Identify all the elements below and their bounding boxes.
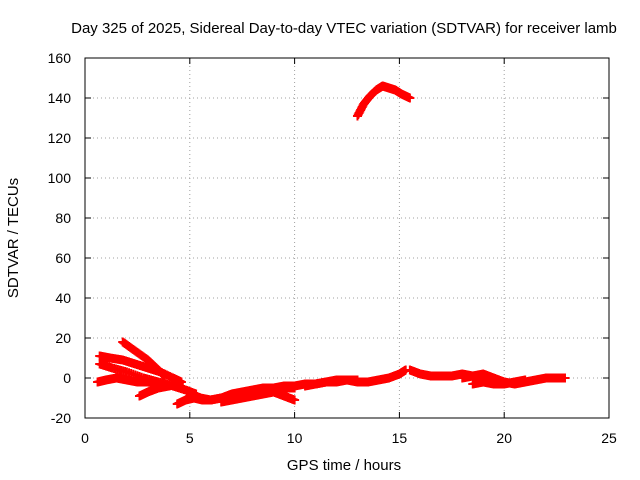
y-tick-label: 100 — [48, 170, 72, 186]
x-tick-label: 10 — [287, 430, 303, 446]
y-tick-label: 120 — [48, 130, 72, 146]
chart-title: Day 325 of 2025, Sidereal Day-to-day VTE… — [71, 20, 617, 37]
x-tick-label: 25 — [601, 430, 617, 446]
data-point — [520, 375, 530, 385]
y-tick-label: 80 — [55, 210, 71, 226]
tick-layer: 0 5 10 15 20 25 -20 0 20 40 60 80 100 120 140 160 — [48, 50, 617, 446]
data-point — [174, 379, 184, 389]
x-tick-label: 15 — [392, 430, 408, 446]
x-axis-label: GPS time / hours — [287, 457, 401, 474]
series-track-i — [300, 365, 411, 391]
y-tick-label: 140 — [48, 90, 72, 106]
grid-layer — [85, 58, 609, 418]
series-track-d — [93, 373, 174, 391]
y-tick-label: 60 — [55, 250, 71, 266]
plot-frame — [84, 57, 610, 419]
series-track-b — [95, 351, 186, 387]
y-tick-label: 160 — [48, 50, 72, 66]
x-tick-label: 20 — [496, 430, 512, 446]
data-layer — [93, 81, 570, 409]
data-point — [560, 373, 570, 383]
data-point — [290, 395, 300, 405]
data-point — [405, 93, 415, 103]
series-track-h — [216, 387, 300, 407]
series-track-j — [352, 81, 415, 121]
x-tick-label: 5 — [186, 430, 194, 446]
y-tick-label: -20 — [51, 410, 71, 426]
y-tick-label: 40 — [55, 290, 71, 306]
y-axis-label: SDTVAR / TECUs — [5, 178, 22, 298]
y-tick-label: 0 — [63, 370, 71, 386]
series-track-e — [134, 379, 184, 401]
x-tick-label: 0 — [81, 430, 89, 446]
y-tick-label: 20 — [55, 330, 71, 346]
series-track-m — [468, 375, 530, 389]
